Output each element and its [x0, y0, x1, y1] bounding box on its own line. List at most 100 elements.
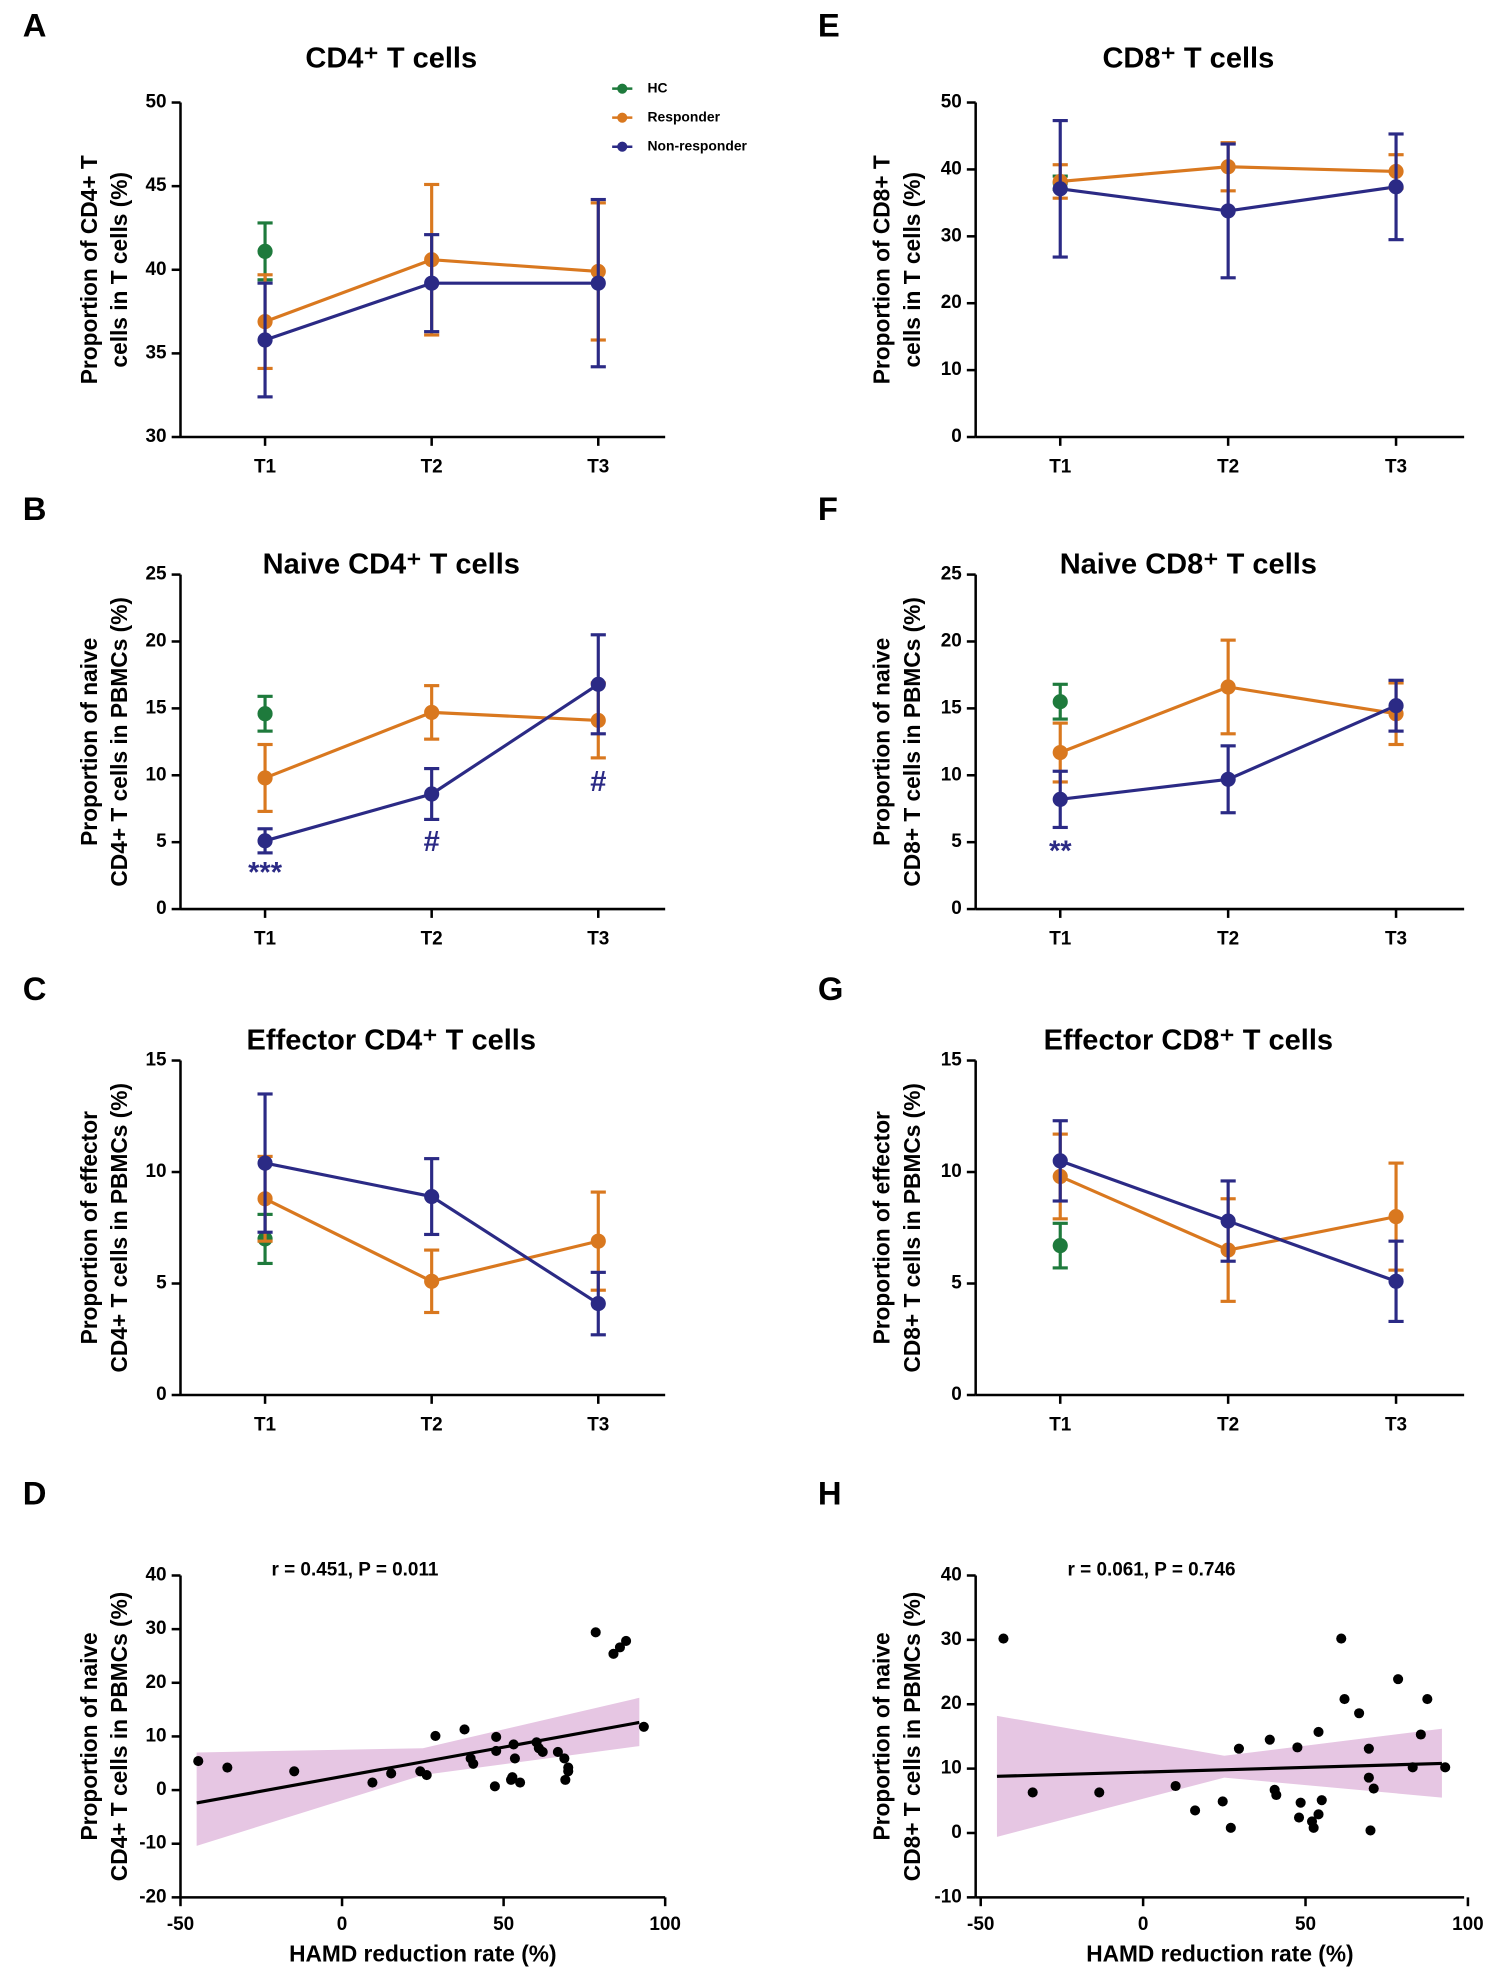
panel-letter: C [23, 970, 47, 1007]
x-tick-label: T2 [421, 1414, 443, 1435]
legend-label: Responder [648, 108, 721, 124]
chart-title: Effector CD8⁺ T cells [1044, 1024, 1333, 1056]
y-tick-label: -10 [934, 1886, 961, 1907]
y-tick-label: 0 [156, 1779, 167, 1800]
point [638, 1721, 649, 1732]
point [459, 1724, 470, 1735]
y-axis-label: cells in T cells (%) [899, 172, 925, 368]
chart-title: Effector CD4⁺ T cells [247, 1024, 536, 1056]
y-tick-label: 25 [941, 564, 962, 585]
point [1440, 1762, 1451, 1773]
point [1368, 1783, 1379, 1794]
point [1415, 1729, 1426, 1740]
y-axis-label: CD8+ T cells in PBMCs (%) [899, 1592, 925, 1882]
y-tick-label: 20 [146, 1672, 167, 1693]
y-tick-label: 45 [146, 175, 167, 196]
y-axis-label: Proportion of naive [76, 1632, 102, 1840]
y-tick-label: -20 [139, 1886, 166, 1907]
point [507, 1772, 518, 1783]
point [621, 1635, 632, 1646]
point [1052, 181, 1068, 197]
point [424, 704, 440, 720]
y-tick-label: 15 [146, 1050, 167, 1071]
y-tick-label: 0 [951, 1822, 962, 1843]
point [1393, 1674, 1404, 1685]
y-tick-label: 15 [146, 697, 167, 718]
point [1388, 1209, 1404, 1225]
point [1271, 1789, 1282, 1801]
annotation: ** [1049, 836, 1072, 868]
y-tick-label: 0 [951, 1384, 962, 1405]
x-tick-label: -50 [967, 1914, 994, 1935]
point [367, 1777, 378, 1788]
point [1052, 744, 1068, 761]
y-tick-label: 30 [146, 1618, 167, 1639]
point [515, 1777, 526, 1788]
point [424, 1273, 440, 1289]
x-tick-label: T1 [254, 928, 276, 949]
y-axis-label: Proportion of naive [76, 638, 102, 846]
legend-label: Non-responder [648, 137, 748, 153]
x-tick-label: T1 [1049, 1414, 1071, 1435]
point [1052, 694, 1068, 710]
y-axis-label: CD4+ T cells in PBMCs (%) [106, 1592, 132, 1882]
point [424, 786, 440, 802]
point [590, 1233, 606, 1249]
y-tick-label: 10 [941, 1758, 962, 1779]
x-tick-label: T2 [421, 456, 443, 477]
point [1170, 1780, 1181, 1792]
point [614, 1642, 625, 1653]
annotation: r = 0.061, P = 0.746 [1068, 1559, 1236, 1580]
y-tick-label: 0 [951, 426, 962, 447]
y-axis-label: cells in T cells (%) [106, 172, 132, 368]
y-tick-label: 50 [146, 92, 167, 113]
point [1220, 203, 1236, 219]
y-tick-label: 5 [951, 831, 962, 852]
x-tick-label: T2 [1217, 456, 1239, 477]
y-axis-label: Proportion of CD4+ T [76, 155, 102, 384]
chart-title: CD8⁺ T cells [1102, 42, 1274, 74]
point [1094, 1787, 1105, 1798]
x-tick-label: 100 [649, 1914, 681, 1935]
y-tick-label: 10 [941, 1161, 962, 1182]
point [608, 1648, 619, 1659]
panel-letter: D [23, 1475, 47, 1512]
legend-label: HC [648, 79, 668, 95]
point [552, 1746, 563, 1758]
point [289, 1766, 300, 1777]
y-tick-label: 40 [941, 158, 962, 179]
y-tick-label: -10 [139, 1833, 166, 1854]
x-tick-label: T3 [1385, 928, 1407, 949]
point [424, 1188, 440, 1205]
point [1190, 1805, 1201, 1816]
chart-title: Naive CD4⁺ T cells [263, 548, 520, 580]
x-tick-label: T1 [254, 1414, 276, 1435]
x-tick-label: 100 [1452, 1914, 1484, 1935]
y-tick-label: 35 [146, 342, 167, 363]
y-tick-label: 20 [941, 292, 962, 313]
point [1388, 1273, 1404, 1289]
y-tick-label: 15 [941, 697, 962, 718]
x-tick-label: 0 [337, 1914, 348, 1935]
y-axis-label: Proportion of effector [869, 1111, 895, 1344]
point [1052, 791, 1068, 807]
point [1220, 771, 1236, 787]
y-axis-label: CD8+ T cells in PBMCs (%) [899, 597, 925, 887]
y-tick-label: 25 [146, 564, 167, 585]
point [509, 1753, 520, 1764]
x-axis-label: HAMD reduction rate (%) [1086, 1940, 1353, 1966]
point [590, 1296, 606, 1312]
y-tick-label: 5 [951, 1273, 962, 1294]
point [1336, 1633, 1347, 1644]
point [563, 1766, 574, 1777]
y-tick-label: 10 [941, 764, 962, 785]
point [1308, 1822, 1319, 1833]
panel-letter: E [818, 7, 840, 44]
point [1313, 1726, 1324, 1737]
y-tick-label: 5 [156, 1273, 167, 1294]
x-tick-label: 50 [1295, 1914, 1316, 1935]
x-tick-label: T3 [587, 1414, 609, 1435]
point [193, 1756, 204, 1767]
y-tick-label: 50 [941, 92, 962, 113]
point [468, 1758, 479, 1769]
